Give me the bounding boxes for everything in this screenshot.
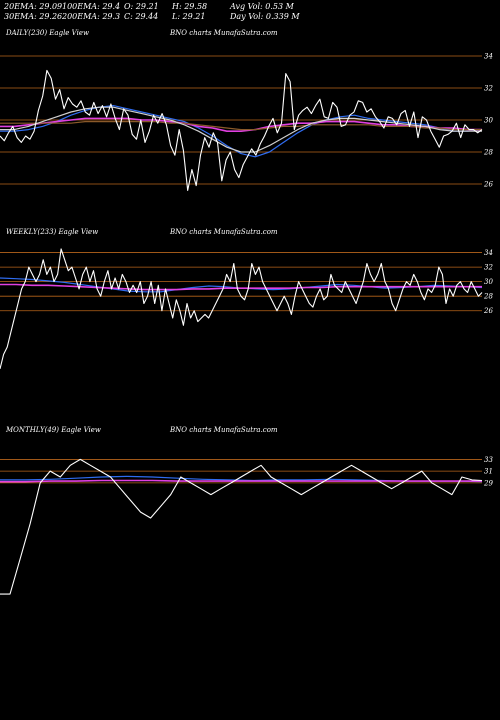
daily-tick-label: 32 bbox=[484, 85, 493, 93]
daily-series-ema200 bbox=[0, 120, 482, 131]
daily-tick-label: 30 bbox=[484, 117, 493, 125]
weekly-chart: 34 32 30 28 26 bbox=[0, 248, 493, 370]
stat-high: H: 29.58 bbox=[172, 2, 208, 11]
weekly-tick-label: 34 bbox=[484, 249, 493, 257]
daily-panel-title: DAILY(230) Eagle View bbox=[6, 29, 89, 37]
monthly-panel-title: MONTHLY(49) Eagle View bbox=[6, 426, 101, 434]
stat-100ema: 100EMA: 29.4 bbox=[62, 2, 121, 11]
weekly-tick-label: 30 bbox=[484, 278, 493, 286]
daily-panel-source: BNO charts MunafaSutra.com bbox=[170, 29, 278, 37]
monthly-tick-label: 31 bbox=[484, 468, 493, 476]
daily-chart: 34 32 30 28 26 bbox=[0, 53, 493, 191]
daily-tick-label: 28 bbox=[483, 149, 493, 157]
stat-day-vol: Day Vol: 0.339 M bbox=[230, 12, 300, 21]
monthly-panel-source: BNO charts MunafaSutra.com bbox=[170, 426, 278, 434]
daily-series-price bbox=[0, 69, 483, 191]
stat-20ema: 20EMA: 29.09 bbox=[4, 2, 63, 11]
daily-tick-label: 34 bbox=[484, 53, 493, 61]
weekly-panel-title: WEEKLY(233) Eagle View bbox=[6, 228, 99, 236]
stat-close: C: 29.44 bbox=[124, 12, 159, 21]
daily-series-ema30 bbox=[0, 106, 482, 153]
stat-200ema: 200EMA: 29.3 bbox=[62, 12, 121, 21]
weekly-tick-label: 32 bbox=[484, 264, 493, 272]
stat-low: L: 29.21 bbox=[172, 12, 206, 21]
weekly-series-ema100 bbox=[0, 283, 482, 291]
monthly-series-ema100 bbox=[0, 479, 482, 483]
monthly-tick-label: 33 bbox=[484, 456, 493, 464]
weekly-panel-source: BNO charts MunafaSutra.com bbox=[170, 228, 278, 236]
stat-30ema: 30EMA: 29.26 bbox=[4, 12, 63, 21]
monthly-series-price bbox=[0, 458, 483, 595]
monthly-chart: 33 31 29 bbox=[0, 456, 493, 595]
daily-series-ema100 bbox=[0, 117, 482, 132]
weekly-tick-label: 26 bbox=[483, 307, 493, 315]
weekly-tick-label: 28 bbox=[483, 293, 493, 301]
stat-open: O: 29.21 bbox=[124, 2, 159, 11]
stat-avg-vol: Avg Vol: 0.53 M bbox=[230, 2, 294, 11]
daily-series-ema20 bbox=[0, 104, 483, 158]
daily-tick-label: 26 bbox=[483, 181, 493, 189]
weekly-series-price bbox=[0, 248, 483, 370]
monthly-tick-label: 29 bbox=[483, 479, 493, 487]
